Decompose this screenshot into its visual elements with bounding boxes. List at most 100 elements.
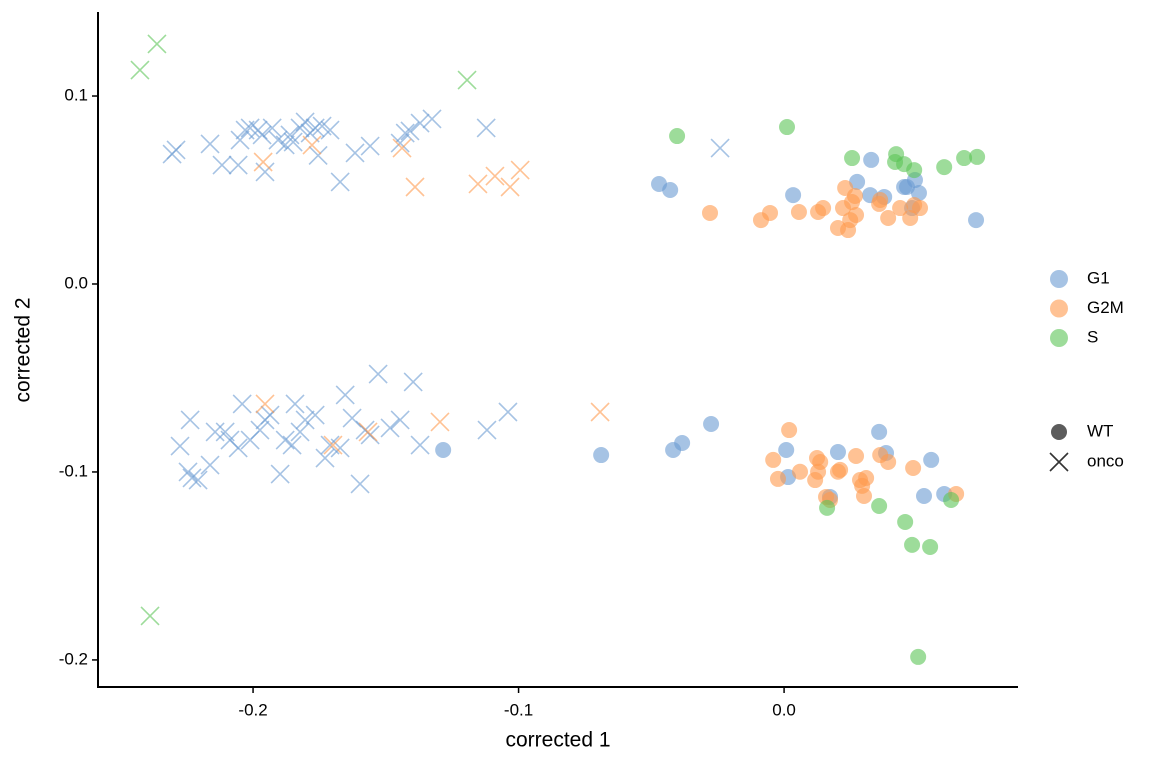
point: [180, 410, 200, 430]
point: [778, 441, 795, 458]
point: [395, 123, 415, 143]
point: [290, 422, 310, 442]
point: [849, 173, 866, 190]
point: [765, 451, 782, 468]
y-axis-title: corrected 2: [12, 297, 35, 402]
point: [819, 499, 836, 516]
point: [832, 461, 849, 478]
point: [662, 182, 679, 199]
point: [390, 410, 410, 430]
point: [358, 422, 378, 442]
point: [305, 405, 325, 425]
point: [871, 195, 888, 212]
point: [403, 372, 423, 392]
point: [892, 200, 909, 217]
point: [812, 454, 829, 470]
legend-label: G2M: [1087, 298, 1124, 317]
legend-label: G1: [1087, 268, 1110, 287]
point: [308, 145, 328, 165]
point: [255, 394, 275, 414]
point: [904, 536, 921, 553]
point: [330, 172, 350, 192]
legend-key: [1051, 424, 1067, 440]
point: [270, 464, 290, 484]
point: [969, 148, 986, 165]
point: [380, 418, 400, 438]
point: [205, 422, 225, 442]
legend-key: [1050, 329, 1068, 347]
point: [166, 140, 186, 160]
point: [815, 200, 832, 217]
point: [422, 109, 442, 129]
point: [807, 472, 824, 489]
point: [457, 70, 477, 90]
point: [880, 210, 897, 227]
point: [240, 118, 260, 138]
x-tick-label: -0.2: [238, 700, 267, 719]
point: [858, 469, 875, 486]
point: [430, 412, 450, 432]
point: [232, 394, 252, 414]
point: [779, 119, 796, 136]
point: [280, 125, 300, 145]
point: [400, 121, 420, 141]
legend-label: onco: [1087, 451, 1124, 470]
point: [323, 435, 343, 455]
legend-label: WT: [1087, 421, 1113, 440]
point: [200, 134, 220, 154]
point: [485, 166, 505, 186]
point: [302, 135, 322, 155]
point: [669, 128, 686, 145]
point: [435, 441, 452, 458]
point: [178, 462, 198, 482]
point: [880, 454, 897, 470]
point: [863, 151, 880, 168]
point: [769, 470, 786, 487]
point: [130, 60, 150, 80]
point: [253, 152, 273, 172]
legend-key: [1050, 299, 1068, 318]
point: [840, 222, 857, 239]
point: [916, 488, 933, 505]
point: [905, 460, 922, 477]
point: [710, 138, 730, 158]
point: [275, 135, 295, 155]
point: [848, 207, 865, 224]
y-tick-label: 0.0: [64, 273, 88, 292]
point: [295, 112, 315, 132]
legend-key: [1050, 270, 1068, 288]
point: [182, 468, 202, 488]
point: [330, 438, 350, 458]
point: [360, 136, 380, 156]
point: [392, 138, 412, 158]
point: [477, 420, 497, 440]
point: [856, 488, 873, 505]
point: [897, 513, 914, 530]
point: [910, 185, 927, 202]
point: [260, 405, 280, 425]
point: [147, 34, 167, 54]
point: [943, 491, 960, 508]
point: [923, 451, 940, 468]
point: [410, 435, 430, 455]
point: [781, 422, 798, 439]
point: [212, 155, 232, 175]
point: [170, 436, 190, 456]
point: [510, 160, 530, 180]
y-tick-label: 0.1: [64, 86, 88, 105]
point: [792, 463, 809, 480]
point: [703, 416, 720, 433]
point: [846, 188, 863, 205]
legend-label: S: [1087, 327, 1098, 346]
point: [590, 402, 610, 422]
legend-key: [1049, 452, 1069, 472]
point: [252, 125, 272, 145]
point: [335, 385, 355, 405]
point: [956, 150, 973, 167]
point: [405, 177, 425, 197]
point: [345, 143, 365, 163]
point: [968, 212, 985, 229]
point: [593, 447, 610, 464]
